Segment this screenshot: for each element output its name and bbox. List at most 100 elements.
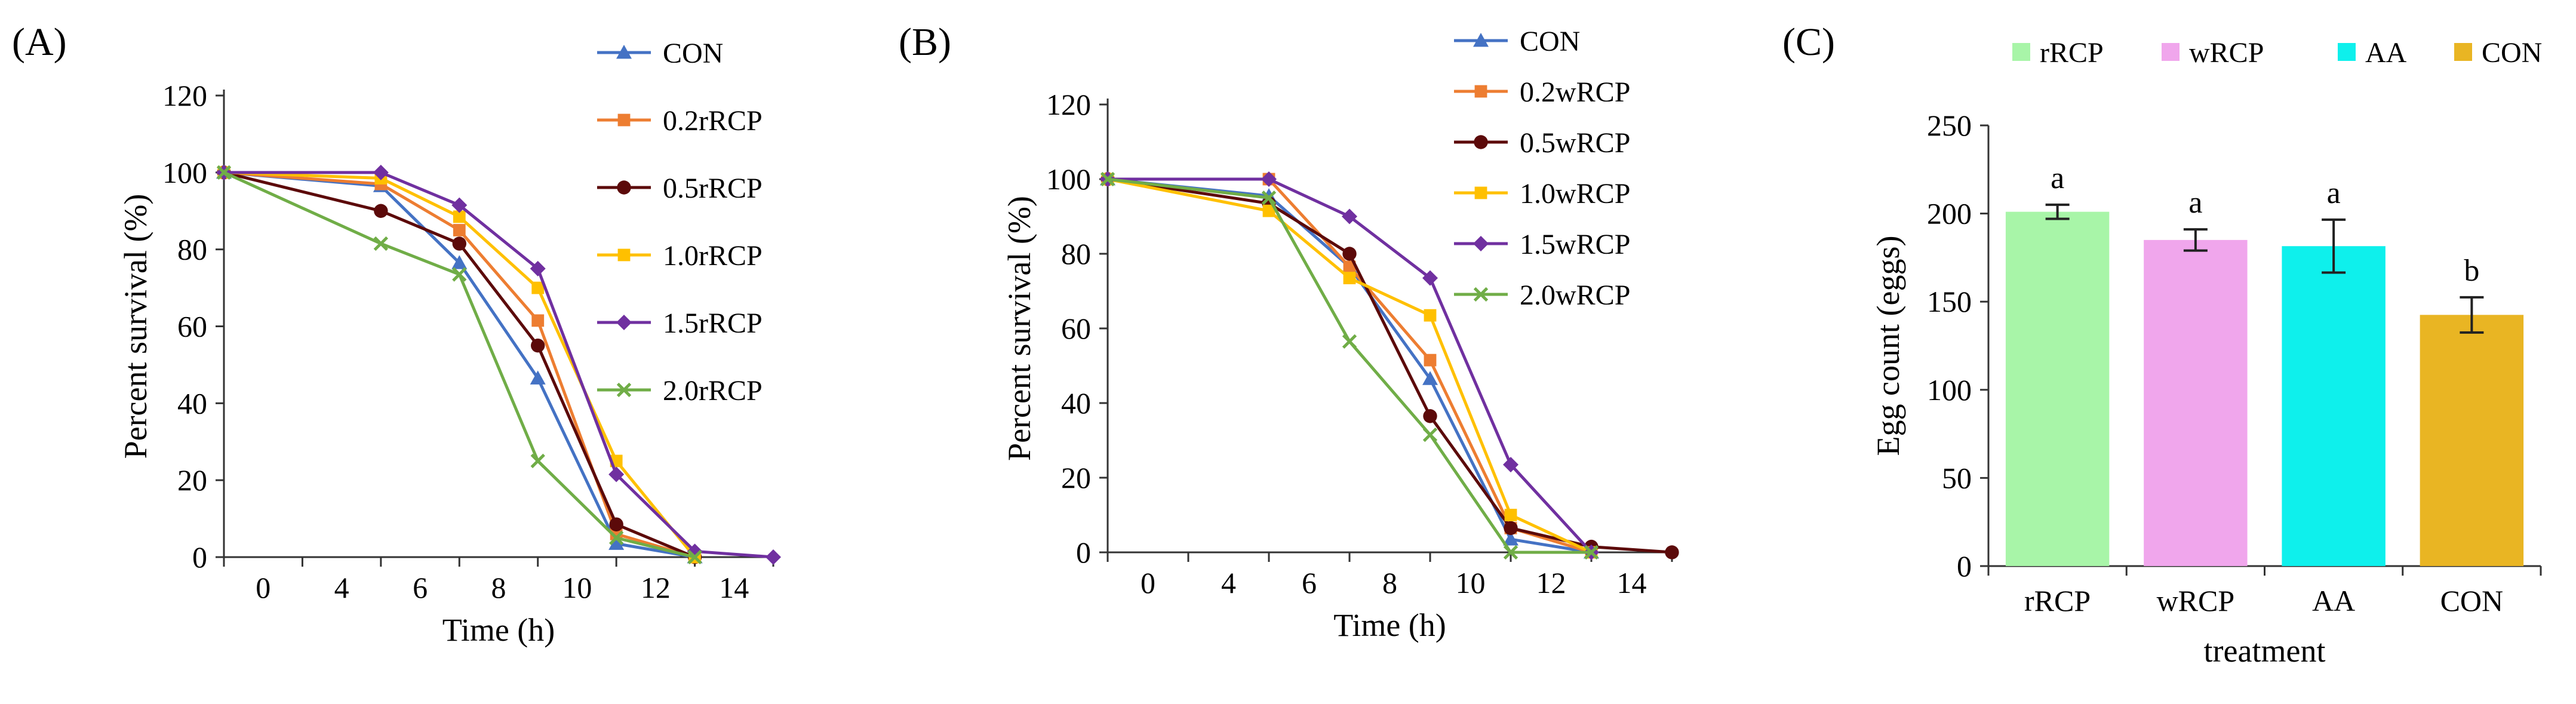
data-point xyxy=(687,549,702,565)
data-point xyxy=(374,204,388,218)
y-tick-label: 250 xyxy=(1927,109,1972,142)
data-point xyxy=(452,236,466,251)
y-tick-label: 20 xyxy=(177,463,207,497)
significance-letter: a xyxy=(2188,186,2202,220)
y-tick-label: 100 xyxy=(162,156,207,189)
error-bar xyxy=(2460,296,2484,334)
legend-label: AA xyxy=(2365,37,2407,69)
data-point xyxy=(608,530,624,545)
legend-entry: 0.2rRCP xyxy=(597,105,763,137)
series-line xyxy=(223,171,696,559)
data-point xyxy=(452,267,467,282)
x-tick-label: 6 xyxy=(1302,566,1317,600)
significance-letter: b xyxy=(2464,254,2479,288)
legend-label: 2.0rRCP xyxy=(663,375,763,407)
legend-swatch xyxy=(2162,43,2180,61)
legend-label: 2.0wRCP xyxy=(1520,279,1630,311)
legend-swatch xyxy=(2012,43,2030,61)
data-point xyxy=(451,197,468,213)
data-point xyxy=(453,210,466,223)
legend-entry: AA xyxy=(2338,37,2407,69)
legend-marker xyxy=(617,113,631,127)
series-line xyxy=(1107,177,1592,554)
legend-label: 1.0wRCP xyxy=(1520,178,1630,210)
data-point xyxy=(453,224,466,236)
error-bar xyxy=(2045,203,2070,220)
bar-rRCP xyxy=(2005,211,2110,566)
legend-label: 1.5wRCP xyxy=(1520,229,1630,260)
legend-marker xyxy=(616,315,632,330)
legend-label: CON xyxy=(663,38,723,69)
legend-entry: 1.5rRCP xyxy=(597,308,763,339)
data-point xyxy=(530,370,546,385)
y-tick-label: 40 xyxy=(1061,386,1091,420)
x-tick-label: CON xyxy=(2440,584,2504,617)
data-point xyxy=(608,536,625,550)
data-point xyxy=(1503,545,1518,560)
x-tick-label: 8 xyxy=(491,571,506,604)
significance-letter: a xyxy=(2051,161,2064,195)
series-0.2rRCP xyxy=(217,166,701,564)
legend-label: 1.5rRCP xyxy=(663,308,763,339)
series-line xyxy=(1107,177,1593,554)
series-line xyxy=(1108,177,1592,554)
data-point xyxy=(1424,353,1437,367)
x-axis-title: Time (h) xyxy=(442,612,555,648)
legend-entry: 2.0wRCP xyxy=(1454,279,1630,311)
panel-label: (B) xyxy=(899,20,951,64)
data-point xyxy=(1342,247,1357,261)
data-point xyxy=(530,260,546,276)
legend-entry: 1.5wRCP xyxy=(1454,229,1630,260)
series-2.0wRCP xyxy=(1100,171,1599,560)
y-tick-label: 50 xyxy=(1942,461,1972,494)
legend-label: 0.5rRCP xyxy=(663,173,763,204)
series-line xyxy=(223,171,696,559)
legend-entry: CON xyxy=(597,38,723,69)
x-tick-label: 14 xyxy=(719,571,749,604)
legend-label: 0.5wRCP xyxy=(1520,127,1630,159)
legend-label: wRCP xyxy=(2189,37,2264,69)
y-tick-label: 60 xyxy=(1061,312,1091,345)
data-point xyxy=(531,314,545,327)
x-tick-label: 6 xyxy=(413,571,428,604)
legend-label: CON xyxy=(1520,26,1580,57)
data-point xyxy=(609,517,623,531)
y-tick-label: 0 xyxy=(1957,549,1972,583)
series-line xyxy=(1108,177,1593,554)
x-axis-title: treatment xyxy=(2204,633,2326,669)
data-point xyxy=(1261,190,1277,205)
y-tick-label: 80 xyxy=(1061,237,1091,270)
data-point xyxy=(1424,309,1437,322)
y-tick-label: 120 xyxy=(1046,88,1091,121)
data-point xyxy=(531,339,545,353)
data-point xyxy=(1100,171,1115,187)
legend-marker xyxy=(617,248,631,262)
legend-marker xyxy=(617,180,631,195)
data-point xyxy=(608,466,625,482)
panel-c: (C) 0 50 100 150 200 250 a rRCP a wRCP a AA b CON treat… xyxy=(1782,20,2542,669)
data-point xyxy=(1423,409,1437,423)
bar-CON xyxy=(2420,315,2524,566)
x-tick-label: 14 xyxy=(1617,566,1647,600)
y-tick-label: 200 xyxy=(1927,197,1972,230)
legend-swatch xyxy=(2338,43,2356,61)
legend-entry: 0.5wRCP xyxy=(1454,127,1630,159)
data-point xyxy=(1504,509,1517,521)
x-tick-label: AA xyxy=(2312,584,2355,617)
significance-letter: a xyxy=(2327,176,2341,210)
x-axis-title: Time (h) xyxy=(1333,607,1446,643)
x-tick-label: 4 xyxy=(334,571,349,604)
x-tick-label: wRCP xyxy=(2157,584,2235,617)
error-bar xyxy=(2322,218,2346,274)
x-tick-label: 0 xyxy=(1141,566,1155,600)
data-point xyxy=(1342,334,1357,349)
legend-entry: 1.0wRCP xyxy=(1454,178,1630,210)
x-tick-label: 8 xyxy=(1382,566,1397,600)
y-tick-label: 60 xyxy=(177,310,207,343)
data-point xyxy=(531,281,545,294)
y-tick-label: 0 xyxy=(1076,536,1091,569)
data-point xyxy=(373,236,389,251)
data-point xyxy=(1343,260,1356,273)
y-axis-title: Percent survival (%) xyxy=(1001,196,1037,461)
legend-entry: 1.0rRCP xyxy=(597,240,763,272)
